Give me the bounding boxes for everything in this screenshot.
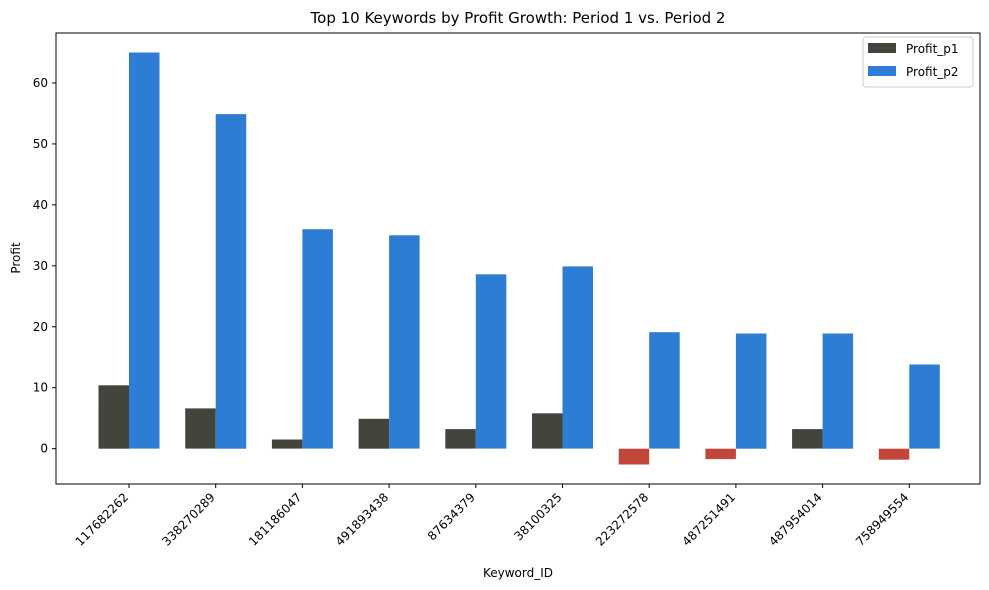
legend-swatch-profit-p1 — [868, 43, 896, 53]
bars-layer — [98, 52, 940, 465]
bar-profit-p2-223272578 — [649, 332, 680, 449]
y-tick-label: 10 — [33, 381, 48, 395]
bar-profit-p2-181186047 — [302, 229, 333, 449]
bar-profit-p1-487954014 — [792, 429, 823, 449]
legend-swatch-profit-p2 — [868, 66, 896, 76]
bar-profit-p2-87634379 — [475, 274, 507, 449]
y-tick-label: 60 — [33, 76, 48, 90]
bar-profit-p1-338270289 — [185, 408, 216, 449]
chart-title: Top 10 Keywords by Profit Growth: Period… — [310, 9, 726, 27]
bar-profit-p2-487251491 — [735, 333, 767, 449]
bar-profit-p2-758949554 — [909, 364, 940, 449]
y-tick-label: 50 — [33, 137, 48, 151]
x-axis-title: Keyword_ID — [483, 566, 553, 580]
bar-profit-p1-491893438 — [358, 418, 390, 449]
bar-profit-p2-38100325 — [562, 266, 593, 449]
plot-frame — [55, 32, 981, 485]
legend-label-profit-p1: Profit_p1 — [906, 42, 959, 56]
y-tick-label: 20 — [33, 320, 48, 334]
y-tick-label: 0 — [40, 442, 48, 456]
legend: Profit_p1 Profit_p2 — [862, 36, 974, 88]
y-tick-label: 40 — [33, 198, 48, 212]
bar-profit-p2-338270289 — [215, 114, 247, 449]
bar-profit-p1-487251491 — [705, 448, 736, 460]
bar-profit-p1-38100325 — [532, 413, 563, 449]
bar-profit-p1-87634379 — [445, 429, 476, 449]
bar-profit-p1-181186047 — [271, 439, 303, 449]
bar-profit-p2-117682262 — [129, 52, 160, 449]
bar-profit-p1-117682262 — [98, 385, 129, 449]
bar-profit-p2-487954014 — [822, 333, 854, 449]
y-tick-label: 30 — [33, 259, 48, 273]
y-axis-title: Profit — [9, 242, 23, 274]
bar-profit-p1-758949554 — [878, 448, 910, 460]
legend-label-profit-p2: Profit_p2 — [906, 65, 959, 79]
bar-profit-p1-223272578 — [618, 448, 650, 465]
y-axis: 0 10 20 30 40 50 60 — [33, 76, 56, 456]
bar-profit-p2-491893438 — [389, 235, 420, 449]
